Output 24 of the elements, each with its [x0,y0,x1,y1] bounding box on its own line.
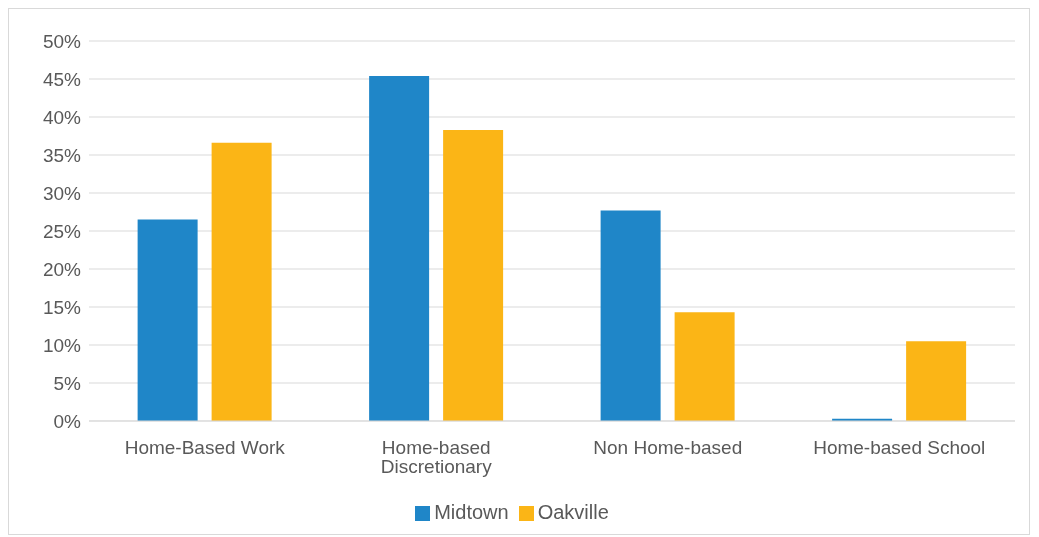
bar [906,341,967,421]
y-tick-label: 35% [42,144,82,166]
x-tick-label: Home-Based Work [124,437,286,459]
legend-label: Oakville [537,501,609,523]
legend-label: Midtown [434,501,509,523]
bar [443,129,504,421]
bar [674,312,735,421]
y-tick-label: 40% [42,106,82,128]
y-tick-label: 50% [42,30,82,52]
bar [137,219,198,421]
x-tick-label: Non Home-based [593,437,743,459]
x-tick-label: Home-based School [813,437,986,459]
y-tick-label: 45% [42,68,82,90]
y-tick-label: 10% [42,334,82,356]
y-tick-label: 25% [42,220,82,242]
y-tick-label: 0% [53,410,82,432]
bar [211,142,272,421]
y-tick-label: 20% [42,258,82,280]
x-tick-label: Home-based Discretionary [380,437,493,478]
y-tick-label: 15% [42,296,82,318]
y-tick-label: 5% [53,372,82,394]
bar [369,75,430,421]
bar [600,210,661,421]
y-tick-label: 30% [42,182,82,204]
